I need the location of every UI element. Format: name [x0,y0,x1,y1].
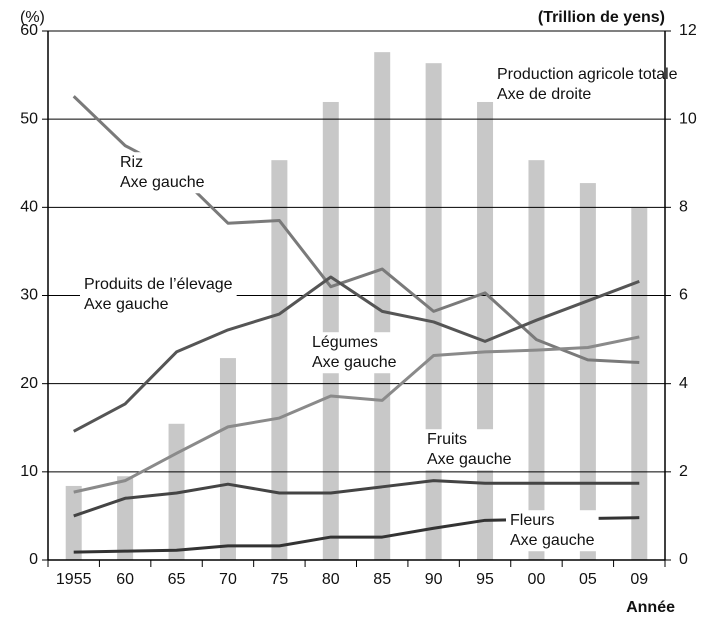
annotation-bg [308,332,401,374]
x-tick-label: 05 [579,571,597,588]
x-tick-label: 65 [168,571,186,588]
x-tick-label: 80 [322,571,340,588]
x-tick-label: 85 [373,571,391,588]
annotation: Axe gauche [120,174,205,191]
annotation-bg [80,274,237,316]
x-tick-label: 00 [528,571,546,588]
annotation: Axe gauche [84,296,169,313]
y-tick-label: 40 [20,199,38,216]
annotation: Produits de l’élevage [84,276,233,293]
annotation-bg [423,429,516,471]
x-tick-label: 70 [219,571,237,588]
y-tick-label: 50 [20,110,38,127]
bar [477,101,494,560]
annotation: Fruits [427,431,467,448]
y-tick-label: 60 [20,22,38,39]
y2-tick-label: 10 [679,110,697,127]
annotation-bg [116,152,209,194]
annotation: Axe gauche [312,354,397,371]
line-series [72,95,640,365]
line-series [73,335,640,494]
x-tick-label: 95 [476,571,494,588]
bar [374,52,391,560]
bar [322,101,339,560]
annotation: Riz [120,154,143,171]
bar [117,476,134,560]
y2-tick-label: 4 [679,375,688,392]
y2-tick-label: 8 [679,199,688,216]
bar [65,485,82,560]
x-axis-label: Année [626,599,675,616]
x-tick-label: 60 [116,571,134,588]
annotation: Axe gauche [427,451,512,468]
y2-tick-label: 0 [679,551,688,568]
y2-unit: (Trillion de yens) [538,9,665,26]
annotation: Production agricole totale [497,66,678,83]
annotation: Légumes [312,334,378,351]
annotation: Fleurs [510,512,554,529]
y-unit: (%) [20,9,45,26]
y2-tick-label: 6 [679,287,688,304]
bar [579,183,596,560]
x-tick-label: 90 [425,571,443,588]
annotation: Axe de droite [497,86,591,103]
y2-tick-label: 12 [679,22,697,39]
bar [219,358,236,560]
x-tick-label: 09 [630,571,648,588]
y-tick-label: 30 [20,287,38,304]
y-tick-label: 0 [29,551,38,568]
y-tick-label: 10 [20,463,38,480]
y2-tick-label: 2 [679,463,688,480]
annotation-bg [506,510,599,552]
x-tick-label: 75 [270,571,288,588]
line-series [73,479,640,518]
annotation: Axe gauche [510,532,595,549]
bar [271,160,288,560]
y-tick-label: 20 [20,375,38,392]
x-tick-label: 1955 [56,571,92,588]
line-series [73,275,640,433]
bar [528,160,545,560]
